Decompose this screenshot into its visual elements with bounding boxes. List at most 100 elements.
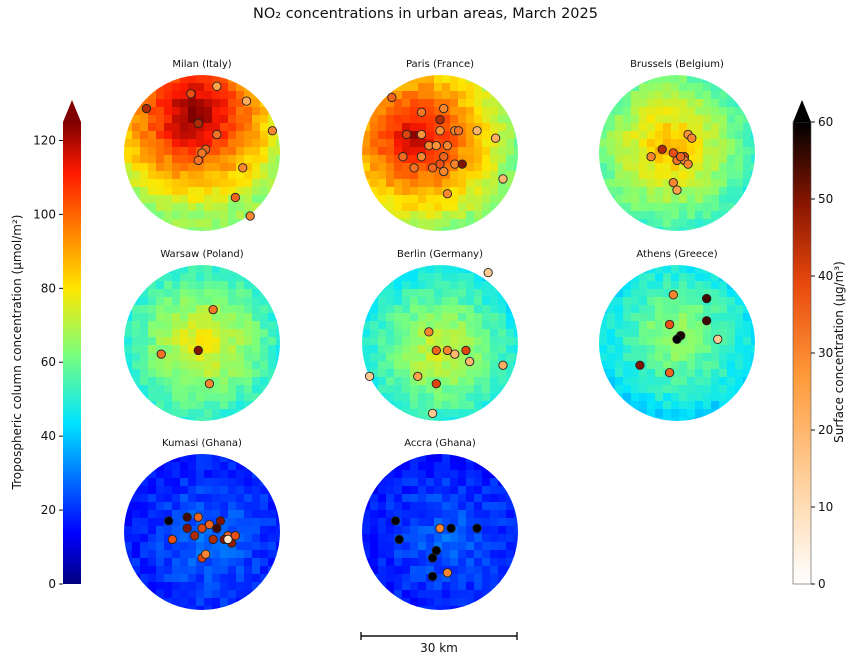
- colorbar-tick-label: 0: [48, 577, 56, 591]
- station-marker: [457, 159, 467, 169]
- concentration-field: [362, 454, 518, 610]
- station-marker: [427, 163, 438, 173]
- colorbar-label: Tropospheric column concentration (μmol/…: [10, 215, 24, 491]
- station-marker: [189, 531, 200, 541]
- station-marker: [156, 349, 166, 359]
- station-marker: [238, 163, 248, 173]
- panel-title: Warsaw (Poland): [160, 249, 243, 260]
- station-marker: [498, 174, 508, 184]
- panel-title: Brussels (Belgium): [630, 59, 724, 70]
- station-marker: [182, 512, 192, 522]
- station-marker: [208, 534, 218, 545]
- station-marker: [193, 155, 203, 166]
- station-marker: [413, 371, 423, 381]
- station-marker: [646, 152, 656, 162]
- panel-title: Kumasi (Ghana): [162, 438, 242, 449]
- colorbar-extend-arrow: [63, 100, 81, 122]
- city-panel: Warsaw (Poland): [124, 249, 280, 421]
- station-marker: [424, 327, 434, 337]
- station-marker: [141, 103, 152, 114]
- station-marker: [483, 267, 493, 278]
- station-marker: [204, 379, 215, 389]
- station-marker: [230, 531, 240, 541]
- colorbar-tick-label: 80: [41, 281, 56, 295]
- station-marker: [435, 126, 445, 136]
- station-marker: [442, 345, 453, 356]
- station-marker: [398, 152, 408, 162]
- station-marker: [439, 103, 449, 114]
- station-marker: [212, 129, 222, 140]
- station-marker: [672, 185, 682, 195]
- station-marker: [390, 516, 401, 526]
- station-marker: [212, 81, 222, 91]
- station-markers: [646, 129, 697, 195]
- colorbar-gradient: [792, 121, 812, 585]
- station-marker: [668, 177, 678, 188]
- colorbar-label: Surface concentration (μg/m³): [832, 261, 846, 443]
- station-marker: [461, 345, 471, 356]
- station-marker: [435, 523, 445, 533]
- station-markers: [164, 512, 240, 563]
- concentration-field: [599, 265, 755, 421]
- station-marker: [442, 568, 453, 578]
- colorbar-tick-label: 0: [818, 577, 826, 591]
- colorbar-tick-label: 40: [41, 429, 56, 443]
- station-marker: [394, 534, 404, 545]
- station-marker: [409, 163, 419, 173]
- city-panel: Athens (Greece): [599, 249, 755, 421]
- station-marker: [427, 553, 438, 563]
- station-markers: [156, 305, 218, 389]
- station-marker: [464, 356, 475, 367]
- figure-title: NO₂ concentrations in urban areas, March…: [253, 6, 598, 22]
- station-marker: [167, 534, 178, 545]
- station-marker: [223, 534, 233, 545]
- station-marker: [676, 152, 686, 162]
- station-marker: [713, 334, 723, 344]
- station-marker: [204, 519, 215, 530]
- station-markers: [387, 92, 508, 199]
- surface-colorbar: 0 10 20 30 40 50 60 Surface concentration (μg/m…: [792, 100, 846, 591]
- city-panel: Brussels (Belgium): [599, 59, 755, 231]
- station-marker: [668, 290, 678, 300]
- station-marker: [435, 115, 445, 125]
- station-marker: [701, 293, 712, 304]
- station-marker: [193, 345, 203, 356]
- colorbar-tick-label: 30: [818, 346, 833, 360]
- station-marker: [416, 152, 427, 162]
- station-marker: [490, 133, 501, 143]
- station-marker: [446, 523, 456, 533]
- map-panels: Milan (Italy) Paris (France) Brussels (Bel…: [124, 59, 755, 610]
- station-marker: [442, 140, 453, 151]
- station-marker: [182, 523, 192, 533]
- station-marker: [664, 367, 675, 378]
- station-marker: [201, 549, 211, 559]
- concentration-field: [124, 265, 280, 421]
- colorbar-tick-label: 120: [33, 133, 56, 147]
- scale-bar: 30 km: [360, 632, 518, 655]
- station-markers: [141, 81, 278, 221]
- panel-title: Accra (Ghana): [404, 438, 476, 449]
- station-markers: [390, 516, 482, 582]
- station-marker: [687, 133, 697, 143]
- colorbar-extend-arrow: [793, 100, 811, 122]
- station-marker: [364, 371, 375, 381]
- station-marker: [442, 189, 453, 199]
- station-marker: [245, 211, 255, 221]
- station-marker: [241, 96, 252, 106]
- column-colorbar: 0 20 40 60 80 100 120 Tropospheric column conce…: [10, 100, 81, 591]
- colorbar-tick-label: 10: [818, 500, 833, 514]
- scale-bar-label: 30 km: [420, 641, 458, 655]
- colorbar-tick-label: 50: [818, 192, 833, 206]
- city-panel: Kumasi (Ghana): [124, 438, 280, 610]
- city-panel: Milan (Italy): [124, 59, 280, 231]
- station-marker: [635, 360, 645, 370]
- concentration-field: [362, 265, 518, 421]
- station-marker: [450, 349, 460, 359]
- station-marker: [431, 345, 441, 356]
- station-marker: [197, 523, 207, 533]
- station-marker: [193, 512, 203, 522]
- station-marker: [664, 319, 675, 330]
- colorbar-tick-label: 60: [41, 355, 56, 369]
- station-marker: [701, 316, 712, 326]
- station-marker: [431, 545, 441, 556]
